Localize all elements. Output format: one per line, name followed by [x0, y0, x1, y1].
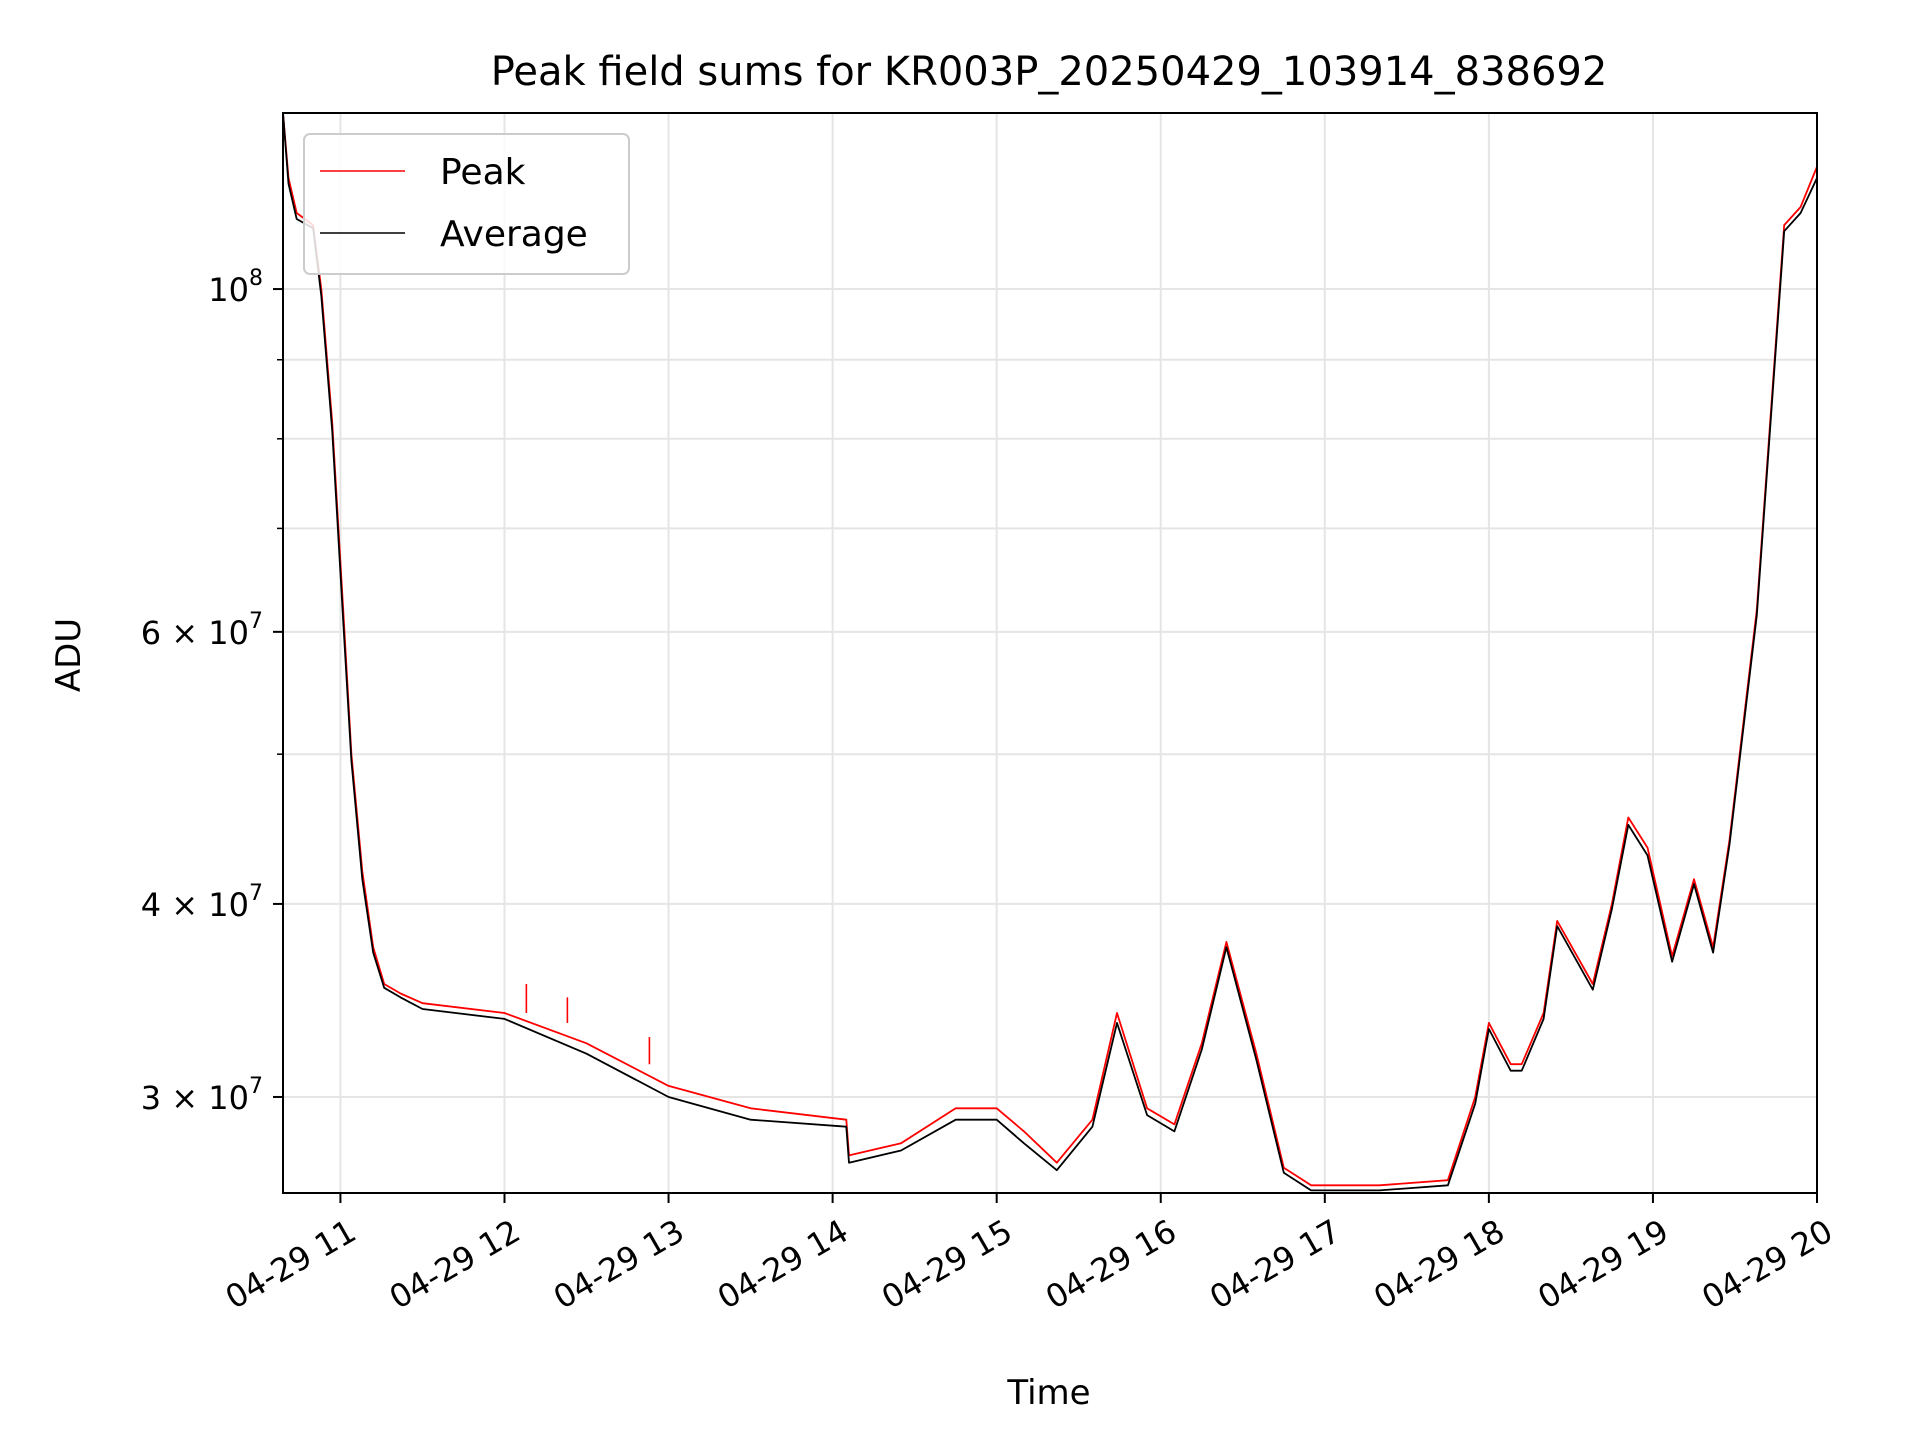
y-tick-label: 108	[208, 266, 263, 309]
series-line-peak	[283, 113, 1817, 1187]
y-tick-label-base: 3 × 10	[141, 1079, 249, 1117]
legend-label-peak: Peak	[440, 152, 526, 193]
grid-layer	[283, 113, 1818, 1193]
legend-box	[303, 133, 630, 275]
y-tick-label: 4 × 107	[141, 881, 263, 924]
y-tick-label-base: 6 × 10	[141, 614, 249, 652]
series-line-average	[283, 113, 1817, 1192]
y-tick-label-base: 4 × 10	[141, 886, 249, 924]
y-tick-label-exponent: 7	[249, 1074, 263, 1099]
y-tick-label-exponent: 7	[249, 881, 263, 906]
plot-frame	[282, 112, 1818, 1194]
y-tick-label: 3 × 107	[141, 1074, 263, 1117]
y-tick-label-base: 10	[208, 271, 249, 309]
y-tick-label: 6 × 107	[141, 609, 263, 652]
chart-title: Peak field sums for KR003P_20250429_1039…	[491, 49, 1608, 95]
series-layer	[283, 113, 1817, 1192]
legend-label-average: Average	[440, 214, 588, 255]
y-axis-label: ADU	[49, 618, 89, 692]
y-tick-label-exponent: 7	[249, 609, 263, 634]
y-tick-label-exponent: 8	[249, 266, 263, 291]
x-axis-label: Time	[1006, 1373, 1090, 1413]
legend: Peak Average	[303, 133, 630, 275]
